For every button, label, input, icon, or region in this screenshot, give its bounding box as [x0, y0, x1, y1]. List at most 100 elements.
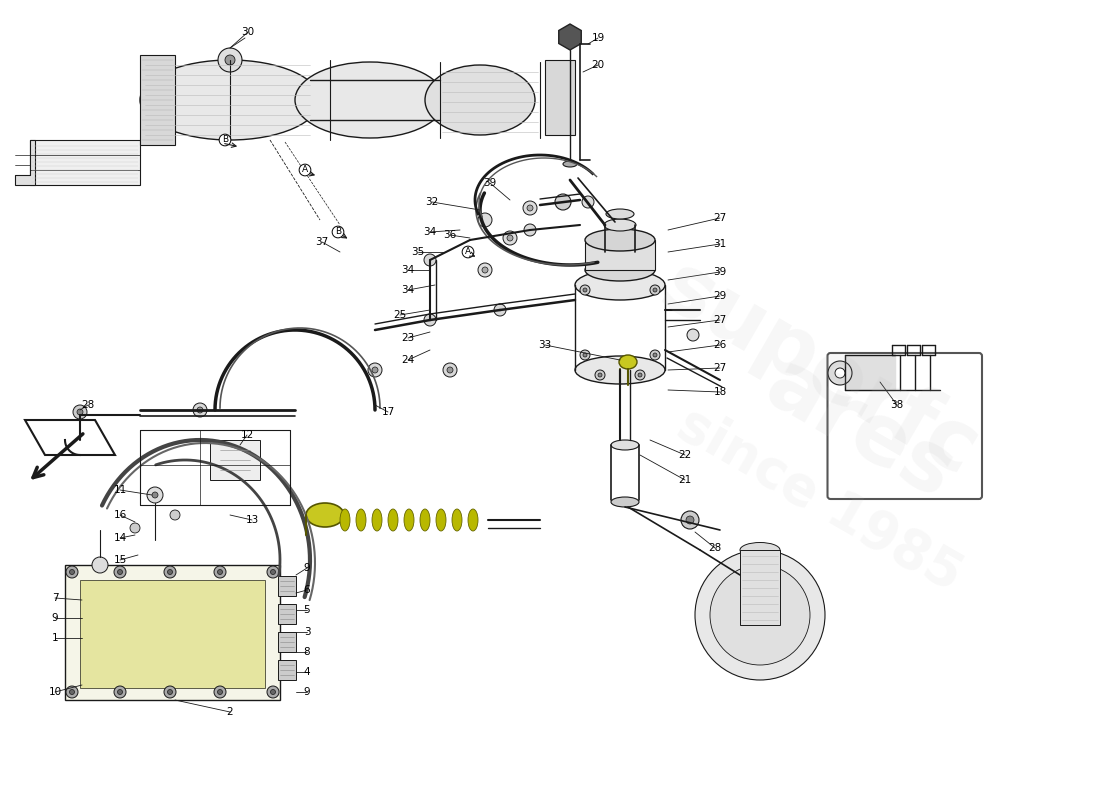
Text: 12: 12 — [241, 430, 254, 440]
Polygon shape — [559, 24, 581, 50]
Ellipse shape — [340, 509, 350, 531]
Text: 27: 27 — [714, 213, 727, 223]
Text: 15: 15 — [113, 555, 127, 565]
Text: 16: 16 — [113, 510, 127, 520]
Circle shape — [583, 288, 587, 292]
Ellipse shape — [575, 270, 666, 300]
Text: 5: 5 — [304, 605, 310, 615]
Circle shape — [688, 329, 698, 341]
Text: 17: 17 — [382, 407, 395, 417]
Ellipse shape — [619, 355, 637, 369]
Circle shape — [478, 263, 492, 277]
Text: 6: 6 — [304, 585, 310, 595]
Text: 3: 3 — [304, 627, 310, 637]
Text: 32: 32 — [426, 197, 439, 207]
Circle shape — [653, 353, 657, 357]
Text: 39: 39 — [483, 178, 496, 188]
Text: 22: 22 — [679, 450, 692, 460]
Bar — [210, 440, 260, 480]
Text: 18: 18 — [714, 387, 727, 397]
Circle shape — [164, 686, 176, 698]
Circle shape — [130, 523, 140, 533]
Circle shape — [197, 407, 204, 413]
Text: B: B — [334, 227, 341, 237]
Bar — [30, 140, 140, 185]
Circle shape — [92, 557, 108, 573]
Circle shape — [66, 566, 78, 578]
Text: B: B — [222, 135, 228, 145]
Text: 9: 9 — [304, 563, 310, 573]
Bar — [278, 632, 296, 652]
Ellipse shape — [372, 509, 382, 531]
Circle shape — [69, 570, 75, 574]
Text: 2: 2 — [227, 707, 233, 717]
Circle shape — [686, 516, 694, 524]
Text: 20: 20 — [592, 60, 605, 70]
Text: 30: 30 — [241, 27, 254, 37]
FancyBboxPatch shape — [827, 353, 982, 499]
Text: 35: 35 — [411, 247, 425, 257]
Circle shape — [638, 373, 642, 377]
Text: 33: 33 — [538, 340, 551, 350]
Text: 37: 37 — [316, 237, 329, 247]
Text: 28: 28 — [708, 543, 722, 553]
Circle shape — [681, 511, 698, 529]
Ellipse shape — [356, 509, 366, 531]
Circle shape — [69, 690, 75, 694]
Ellipse shape — [420, 509, 430, 531]
Circle shape — [580, 285, 590, 295]
Circle shape — [118, 570, 122, 574]
Text: ares: ares — [751, 344, 968, 516]
Text: 34: 34 — [424, 227, 437, 237]
Text: 27: 27 — [714, 315, 727, 325]
Circle shape — [424, 254, 436, 266]
Circle shape — [218, 48, 242, 72]
Circle shape — [267, 686, 279, 698]
Bar — [278, 660, 296, 680]
Ellipse shape — [740, 542, 780, 558]
Ellipse shape — [585, 259, 654, 281]
Circle shape — [77, 409, 82, 415]
Circle shape — [580, 350, 590, 360]
Text: 27: 27 — [714, 363, 727, 373]
Circle shape — [66, 686, 78, 698]
Bar — [140, 55, 175, 145]
Ellipse shape — [452, 509, 462, 531]
Ellipse shape — [604, 219, 636, 231]
Circle shape — [271, 690, 275, 694]
Bar — [278, 604, 296, 624]
Text: A: A — [465, 247, 471, 257]
Circle shape — [635, 370, 645, 380]
Ellipse shape — [306, 503, 344, 527]
Text: since 1985: since 1985 — [669, 398, 971, 602]
Text: A: A — [301, 166, 308, 174]
Polygon shape — [15, 140, 35, 185]
Text: 9: 9 — [52, 613, 58, 623]
Text: 29: 29 — [714, 291, 727, 301]
Circle shape — [522, 201, 537, 215]
Circle shape — [271, 570, 275, 574]
Circle shape — [214, 686, 225, 698]
Circle shape — [218, 570, 222, 574]
Circle shape — [828, 361, 852, 385]
Text: 8: 8 — [304, 647, 310, 657]
Text: superfc: superfc — [647, 247, 993, 493]
Bar — [278, 576, 296, 596]
Circle shape — [710, 565, 810, 665]
Text: 36: 36 — [443, 230, 456, 240]
Circle shape — [164, 566, 176, 578]
Ellipse shape — [425, 65, 535, 135]
Ellipse shape — [295, 62, 446, 138]
Ellipse shape — [563, 161, 578, 167]
Ellipse shape — [610, 497, 639, 507]
Circle shape — [267, 566, 279, 578]
Text: 28: 28 — [81, 400, 95, 410]
Ellipse shape — [404, 509, 414, 531]
Circle shape — [114, 686, 126, 698]
Circle shape — [226, 55, 235, 65]
Circle shape — [118, 690, 122, 694]
Circle shape — [695, 550, 825, 680]
Circle shape — [556, 194, 571, 210]
Text: 25: 25 — [394, 310, 407, 320]
Circle shape — [598, 373, 602, 377]
